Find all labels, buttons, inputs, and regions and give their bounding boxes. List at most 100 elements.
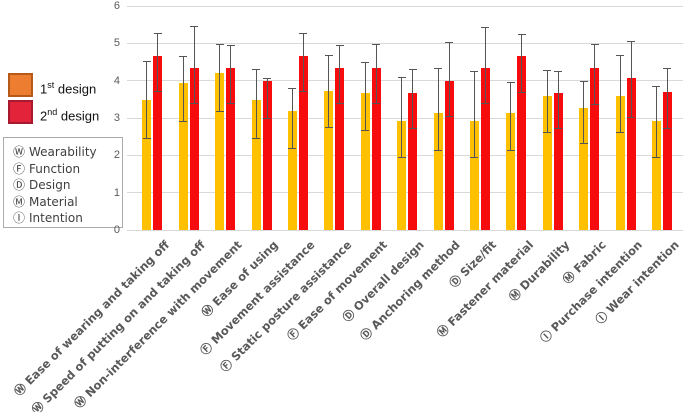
bar-second-design [298, 55, 308, 230]
key-item-material: Ⓜ Material [13, 194, 122, 211]
legend-first-rest: design [54, 81, 97, 97]
error-bar-cap [361, 130, 370, 132]
error-bar-cap [263, 118, 271, 119]
gridline-y0 [127, 229, 683, 231]
key-item-label: Design [29, 178, 71, 192]
error-bar-cap [252, 69, 260, 71]
error-bar-cap [252, 137, 260, 139]
error-bar-line [619, 54, 621, 133]
error-bar-line [412, 69, 414, 129]
error-bar-cap [663, 68, 672, 70]
error-bar-cap [627, 41, 635, 43]
error-bar-cap [517, 34, 526, 35]
gridline-y5 [127, 42, 683, 44]
error-bar-cap [190, 103, 199, 105]
key-item-function: Ⓕ Function [13, 161, 122, 178]
error-bar-line [510, 82, 512, 151]
bar-first-design [215, 73, 225, 230]
error-bar-cap [190, 25, 199, 27]
circled-letter-icon: Ⓓ [13, 178, 26, 192]
error-bar-cap [226, 45, 235, 47]
circled-letter-icon: Ⓦ [13, 145, 26, 159]
y-axis-tick-label: 3 [113, 112, 120, 124]
error-bar-cap [590, 103, 599, 105]
legend-swatch-first-design [8, 73, 33, 97]
y-axis-tick-label: 0 [113, 224, 120, 236]
error-bar-cap [652, 157, 661, 159]
key-item-wearability: Ⓦ Wearability [13, 144, 122, 161]
error-bar-cap [652, 86, 661, 88]
bar-first-design [142, 100, 152, 230]
y-axis-tick-label: 1 [113, 186, 120, 199]
error-bar-cap [335, 103, 344, 105]
error-bar-line [291, 88, 293, 148]
error-bar-cap [142, 137, 151, 139]
error-bar-cap [579, 143, 588, 144]
key-item-intention: Ⓘ Intention [13, 210, 122, 227]
bar-second-design [408, 92, 418, 230]
error-bar-cap [153, 90, 162, 92]
error-bar-cap [434, 67, 442, 69]
error-bar-line [157, 33, 159, 91]
error-bar-line [630, 41, 632, 117]
bar-first-design [579, 107, 589, 230]
error-bar-line [401, 76, 403, 157]
error-bar-line [484, 26, 486, 104]
error-bar-cap [372, 44, 381, 46]
error-bar-cap [397, 156, 406, 158]
error-bar-line [594, 44, 596, 104]
bar-first-design [433, 113, 443, 230]
bar-second-design [480, 68, 490, 230]
error-bar-line [182, 55, 184, 121]
circled-letter-icon: Ⓜ [13, 194, 26, 209]
bar-second-design [590, 68, 600, 230]
key-item-label: Function [29, 161, 81, 176]
error-bar-line [583, 81, 585, 143]
circled-letter-icon: Ⓕ [13, 161, 26, 176]
bar-second-design [189, 68, 199, 230]
error-bar-cap [288, 147, 297, 149]
error-bar-cap [324, 54, 333, 56]
gridline-y6 [127, 5, 683, 7]
error-bar-cap [215, 44, 224, 46]
error-bar-cap [481, 103, 490, 105]
error-bar-cap [179, 120, 188, 122]
error-bar-line [328, 54, 330, 127]
error-bar-cap [434, 150, 442, 152]
error-bar-line [302, 33, 304, 91]
error-bar-cap [554, 127, 563, 129]
error-bar-cap [481, 26, 490, 28]
bar-first-design [251, 100, 261, 230]
legend-first-sup: st [47, 80, 55, 90]
category-key-box: Ⓦ Wearability Ⓕ Function Ⓓ Design Ⓜ Material Ⓘ In… [3, 137, 123, 228]
bar-second-design [335, 68, 345, 230]
x-axis-category-label: Ⓦ Ease of wearing and taking off [10, 237, 172, 399]
error-bar-cap [288, 88, 297, 90]
legend-first-num: 1 [40, 81, 48, 97]
error-bar-cap [554, 70, 563, 72]
legend-second-num: 2 [40, 108, 48, 124]
error-bar-cap [408, 69, 417, 71]
error-bar-cap [179, 55, 188, 57]
error-bar-line [473, 71, 475, 157]
error-bar-cap [324, 126, 333, 128]
gridline-y3 [127, 117, 683, 119]
bar-first-design [397, 120, 407, 230]
key-item-label: Wearability [29, 145, 97, 159]
error-bar-cap [663, 127, 672, 129]
error-bar-cap [470, 156, 479, 158]
error-bar-line [339, 45, 341, 104]
error-bar-cap [263, 77, 271, 79]
error-bar-cap [299, 90, 308, 92]
error-bar-line [666, 68, 668, 128]
y-axis-tick-label: 5 [113, 37, 120, 50]
error-bar-cap [153, 33, 162, 35]
error-bar-cap [627, 116, 635, 118]
error-bar-line [437, 67, 439, 151]
bar-second-design [626, 78, 636, 230]
error-bar-line [375, 44, 377, 104]
error-bar-cap [215, 110, 224, 112]
legend-label-first-design: 1st design [40, 73, 96, 101]
bar-first-design [287, 110, 297, 230]
error-bar-cap [397, 76, 406, 78]
